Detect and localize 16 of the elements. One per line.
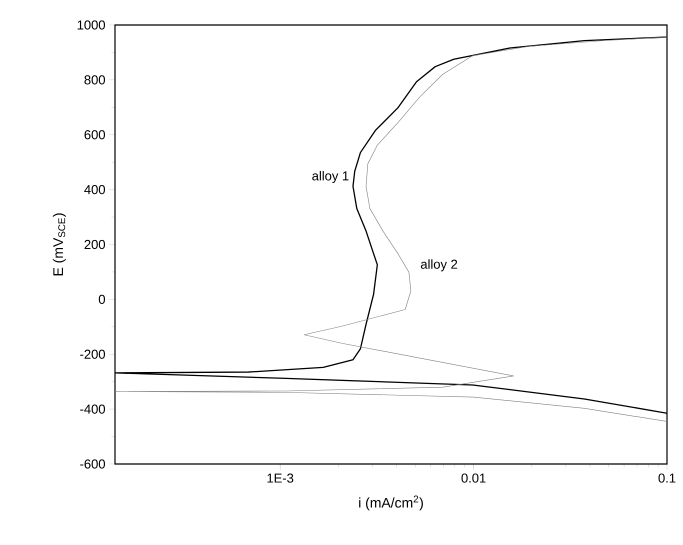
y-tick-label: -400: [80, 404, 106, 414]
series-label: alloy 2: [420, 259, 458, 272]
y-tick-label: 600: [84, 130, 106, 140]
y-tick-label: -600: [80, 459, 106, 469]
y-tick-label: 400: [84, 185, 106, 194]
y-tick-label: 1000: [78, 20, 106, 30]
x-tick-label: 1E-3: [267, 474, 294, 483]
x-tick-label: 0.01: [461, 474, 486, 483]
x-tick-label: 0.1: [658, 474, 676, 483]
y-tick-label: -200: [80, 350, 106, 359]
y-tick-label: 200: [84, 240, 106, 250]
y-tick-label: 800: [84, 75, 106, 84]
series-label: alloy 1: [312, 170, 349, 184]
x-axis-title: i (mA/cm$^{2}$): [359, 496, 423, 510]
y-tick-label: 0: [98, 294, 106, 304]
y-axis-title: E (mV$_{SCE}$): [52, 213, 66, 276]
